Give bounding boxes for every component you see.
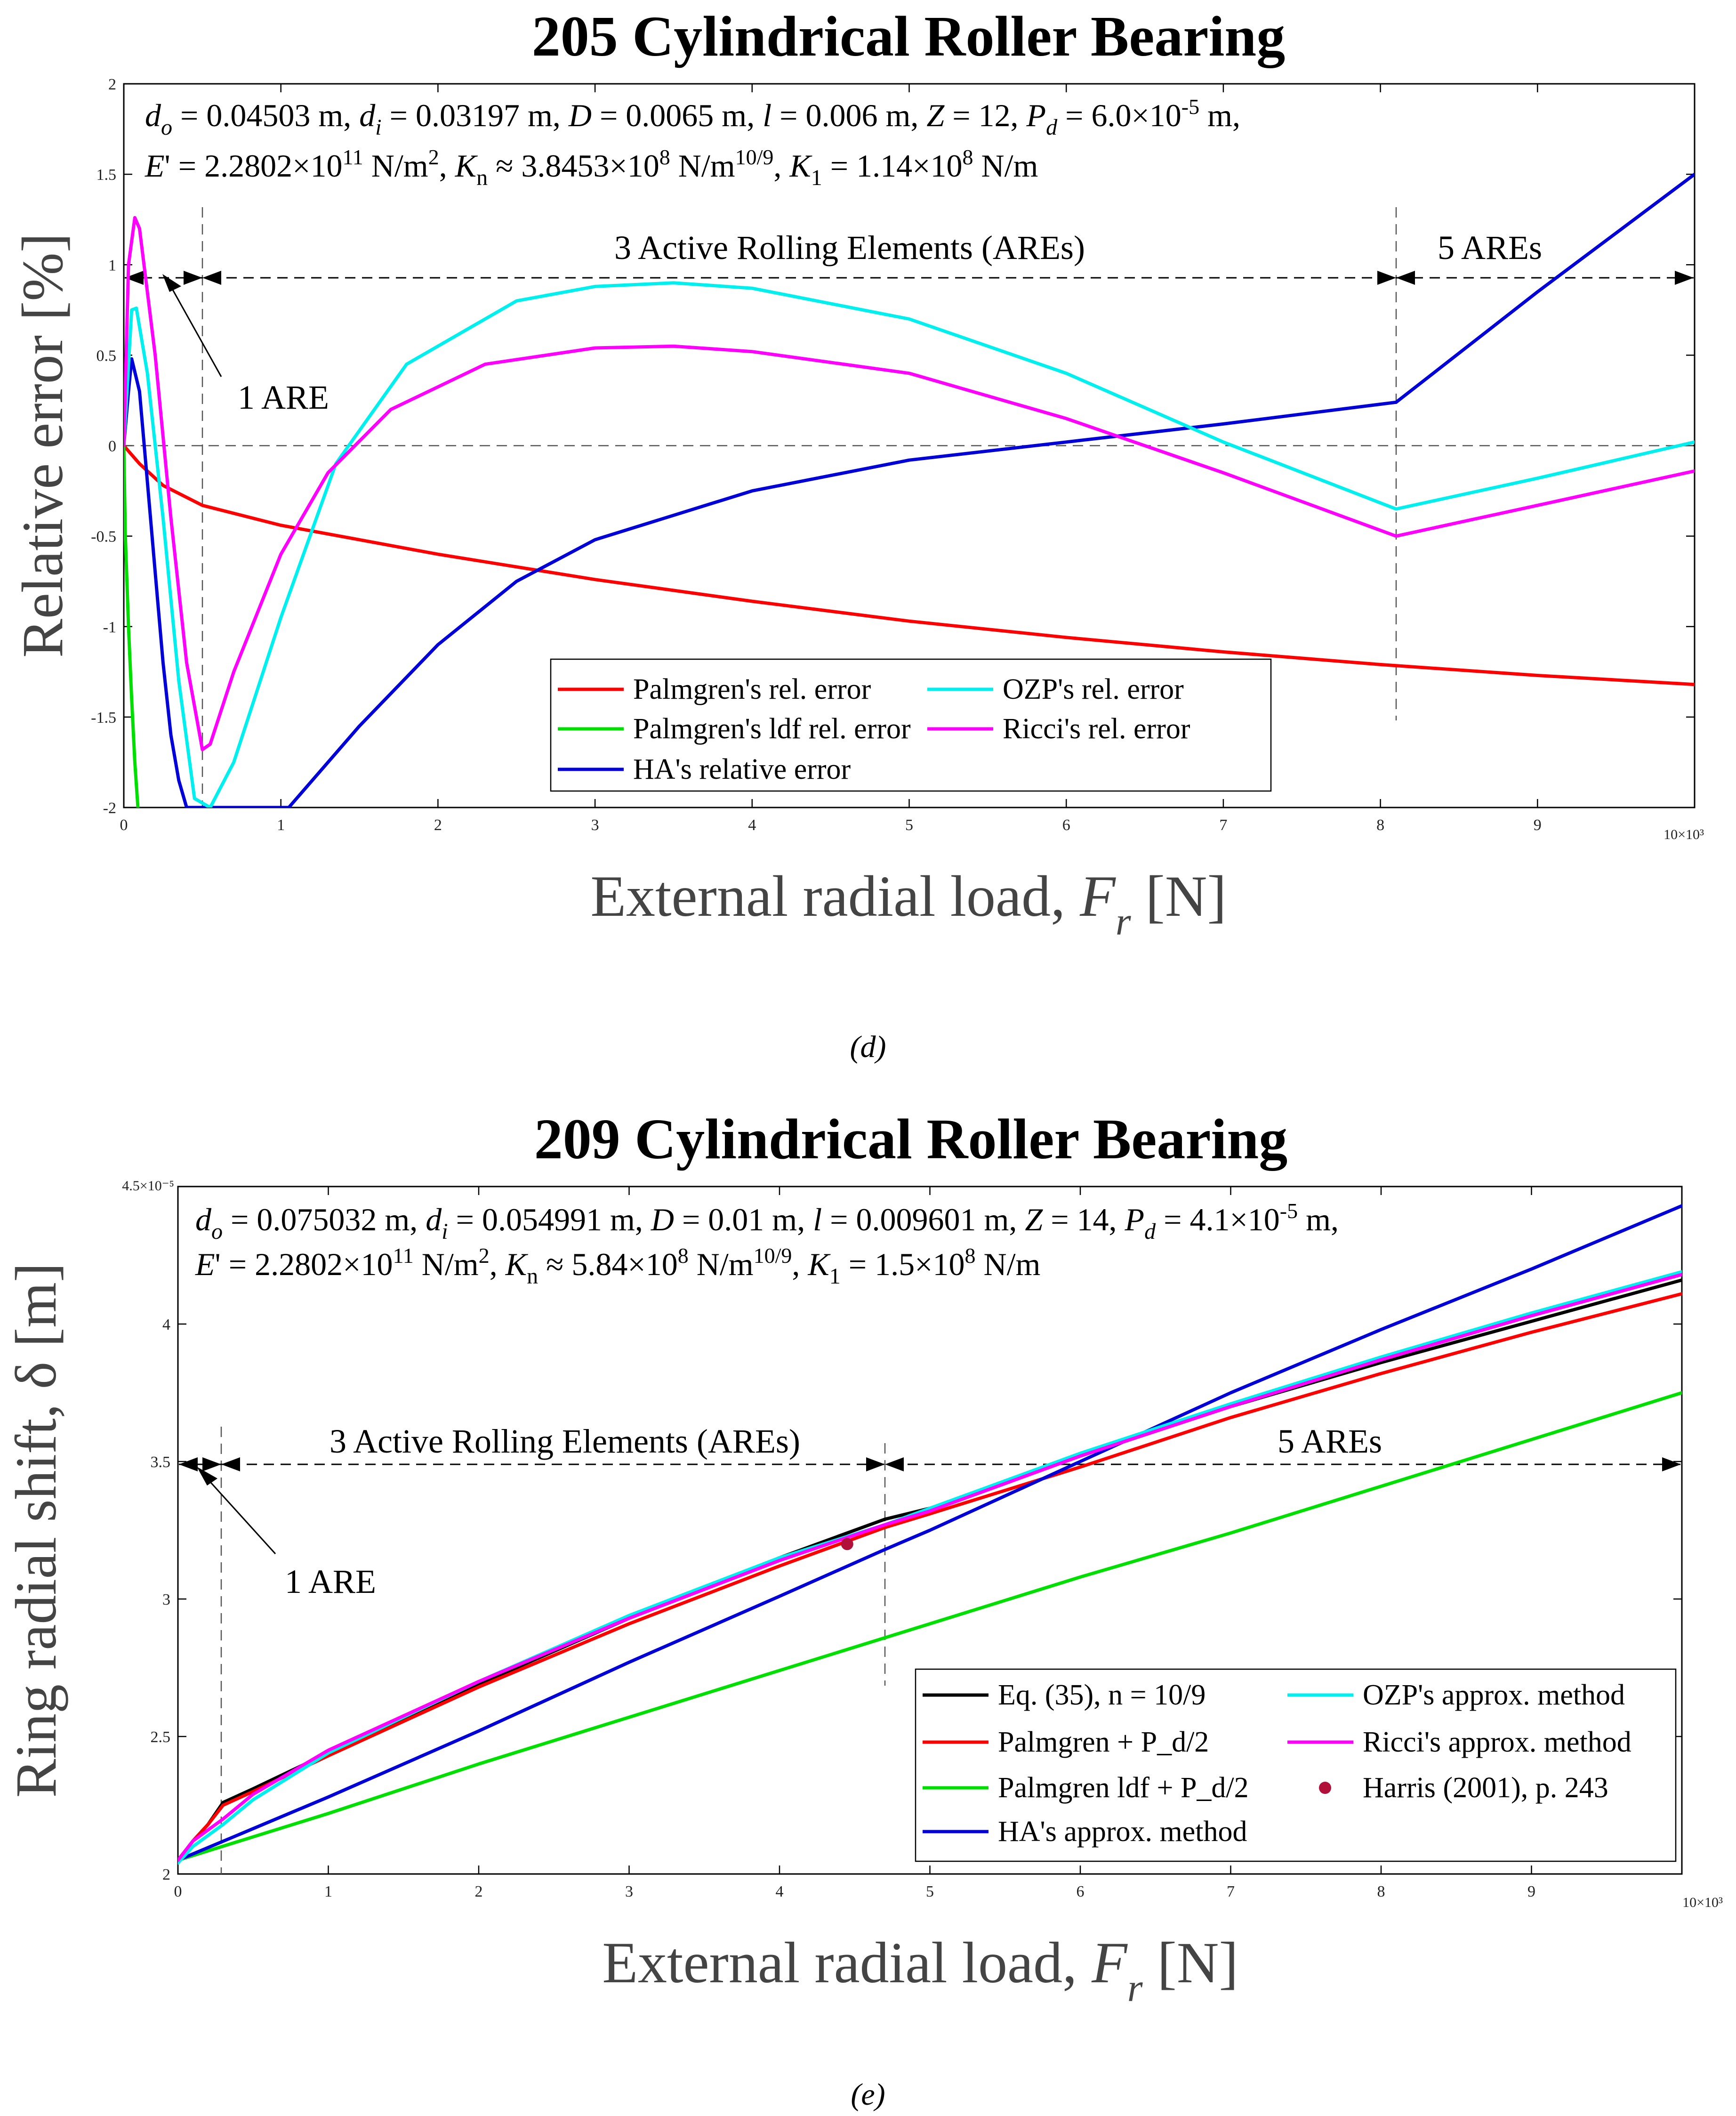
chart-d-are-arrows xyxy=(125,271,1694,377)
chart-d-are5-label: 5 AREs xyxy=(1438,229,1542,267)
series-line-3 xyxy=(124,281,1695,808)
x-tick-label: 6 xyxy=(1062,816,1070,834)
y-tick-label: 3 xyxy=(162,1591,170,1608)
y-tick-label: 4 xyxy=(162,1316,170,1333)
legend-label: Palmgren + P_d/2 xyxy=(998,1726,1209,1758)
chart-e-ticks: 0 1 2 3 4 5 6 7 8 9 2 2.5 3 3.5 4 xyxy=(151,1187,1682,1900)
chart-d-series xyxy=(124,172,1695,808)
series-line-3 xyxy=(178,1204,1682,1862)
x-tick-label: 1 xyxy=(324,1883,332,1900)
y-tick-label: -1 xyxy=(103,619,116,636)
series-line-0 xyxy=(124,444,1695,686)
legend-label: Ricci's approx. method xyxy=(1363,1726,1632,1758)
y-tick-label: 2 xyxy=(162,1866,170,1883)
chart-e-legend-box xyxy=(915,1668,1677,1862)
chart-e-are3-label: 3 Active Rolling Elements (AREs) xyxy=(330,1422,800,1460)
chart-e-title: 209 Cylindrical Roller Bearing xyxy=(534,1107,1288,1171)
x-tick-label: 6 xyxy=(1077,1883,1085,1900)
y-tick-label: -2 xyxy=(103,800,116,817)
legend-label: Eq. (35), n = 10/9 xyxy=(998,1679,1206,1711)
legend-label: OZP's rel. error xyxy=(1003,673,1184,705)
chart-e-are1-label: 1 ARE xyxy=(285,1563,376,1600)
x-tick-label: 7 xyxy=(1227,1883,1235,1900)
chart-d-are1-label: 1 ARE xyxy=(238,379,329,416)
chart-e-params-line1: do = 0.075032 m, di = 0.054991 m, D = 0.… xyxy=(195,1199,1339,1244)
chart-d-ylabel: Relative error [%] xyxy=(10,233,75,658)
series-line-4 xyxy=(124,216,1695,751)
y-tick-label: 1 xyxy=(108,257,116,274)
chart-d-xlabel: External radial load, Fr [N] xyxy=(590,864,1226,944)
legend-label: Palmgren's ldf rel. error xyxy=(633,713,911,745)
chart-d-title: 205 Cylindrical Roller Bearing xyxy=(532,5,1286,68)
chart-d-params-line2: E' = 2.2802×1011 N/m2, Kn ≈ 3.8453×108 N… xyxy=(145,145,1038,190)
legend-marker xyxy=(1319,1782,1331,1794)
y-tick-label: -1.5 xyxy=(91,709,116,727)
legend-label: OZP's approx. method xyxy=(1363,1679,1625,1711)
x-tick-label: 4 xyxy=(776,1883,784,1900)
x-tick-label: 4 xyxy=(748,816,756,834)
x-tick-label: 3 xyxy=(591,816,599,834)
series-line-2 xyxy=(124,172,1695,808)
chart-d-are3-label: 3 Active Rolling Elements (AREs) xyxy=(614,229,1085,267)
legend-label: HA's relative error xyxy=(633,753,851,785)
chart-e-xlabel: External radial load, Fr [N] xyxy=(602,1930,1238,2010)
chart-e-ylabel: Ring radial shift, δ [m] xyxy=(4,1263,68,1798)
legend-label: Ricci's rel. error xyxy=(1003,713,1190,745)
legend-label: Harris (2001), p. 243 xyxy=(1363,1772,1608,1804)
series-line-1 xyxy=(124,444,140,808)
y-tick-label: 0.5 xyxy=(96,347,117,364)
y-tick-label: 1.5 xyxy=(96,166,117,184)
x-tick-label: 1 xyxy=(277,816,285,834)
chart-d-x-multiplier: 10×10³ xyxy=(1664,827,1704,842)
x-tick-label: 9 xyxy=(1527,1883,1535,1900)
series-line-5 xyxy=(178,1273,1682,1862)
x-tick-label: 2 xyxy=(475,1883,483,1900)
chart-d-caption: (d) xyxy=(850,1030,886,1064)
series-line-4 xyxy=(178,1270,1682,1865)
chart-d-legend-box xyxy=(550,658,1272,792)
chart-e-params-line2: E' = 2.2802×1011 N/m2, Kn ≈ 5.84×108 N/m… xyxy=(195,1244,1040,1289)
chart-e-x-multiplier: 10×10³ xyxy=(1682,1895,1723,1910)
chart-e-are-arrows xyxy=(179,1457,1681,1555)
x-tick-label: 0 xyxy=(120,816,128,834)
series-marker-6 xyxy=(841,1538,853,1551)
chart-e-legend: Eq. (35), n = 10/9 OZP's approx. method Pa… xyxy=(915,1668,1677,1862)
x-tick-label: 9 xyxy=(1534,816,1542,834)
chart-e-are5-label: 5 AREs xyxy=(1278,1422,1382,1460)
panel-d-chart: 205 Cylindrical Roller Bearing 0 1 2 3 4 5 6 7 8… xyxy=(10,5,1704,1064)
x-tick-label: 8 xyxy=(1377,1883,1385,1900)
y-tick-label: -0.5 xyxy=(91,528,116,546)
panel-e-chart: 209 Cylindrical Roller Bearing 0 1 2 3 4 5 6 7 8… xyxy=(4,1107,1723,2112)
legend-label: HA's approx. method xyxy=(998,1816,1247,1848)
x-tick-label: 7 xyxy=(1219,816,1227,834)
legend-label: Palmgren ldf + P_d/2 xyxy=(998,1772,1249,1804)
y-tick-label: 2 xyxy=(108,76,116,93)
x-tick-label: 0 xyxy=(174,1883,182,1900)
series-line-2 xyxy=(178,1391,1682,1862)
x-tick-label: 8 xyxy=(1376,816,1384,834)
chart-e-series xyxy=(178,1204,1682,1865)
chart-e-caption: (e) xyxy=(851,2077,885,2112)
y-tick-label: 3.5 xyxy=(151,1454,171,1471)
x-tick-label: 3 xyxy=(625,1883,633,1900)
legend-label: Palmgren's rel. error xyxy=(633,673,871,705)
y-tick-label: 2.5 xyxy=(151,1728,171,1746)
x-tick-label: 2 xyxy=(434,816,442,834)
y-tick-label: 0 xyxy=(108,438,116,455)
x-tick-label: 5 xyxy=(905,816,913,834)
chart-e-y-multiplier: 4.5×10⁻⁵ xyxy=(122,1178,174,1194)
series-line-1 xyxy=(178,1292,1682,1862)
chart-d-legend: Palmgren's rel. error OZP's rel. error Pal… xyxy=(550,658,1272,792)
x-tick-label: 5 xyxy=(926,1883,934,1900)
chart-d-params-line1: do = 0.04503 m, di = 0.03197 m, D = 0.00… xyxy=(145,95,1240,140)
